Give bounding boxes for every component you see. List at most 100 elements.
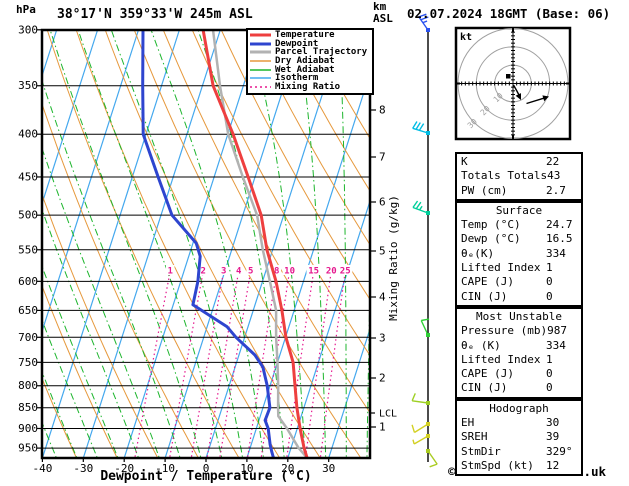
mixing-ratio-label: 4	[236, 267, 242, 277]
legend-swatch-mixing-ratio	[250, 83, 271, 91]
metric-label: SREH	[461, 430, 546, 444]
mixing-ratio-label: 15	[308, 267, 319, 277]
metric-value: 329°	[546, 445, 573, 459]
pressure-tick-label: 450	[18, 170, 38, 183]
legend-item: Mixing Ratio	[250, 83, 372, 92]
metric-value: 24.7	[546, 218, 573, 232]
temp-tick-label: -30	[73, 462, 93, 475]
pressure-tick-label: 700	[18, 331, 38, 344]
table-section-title: Surface	[457, 204, 581, 218]
indices-table-surface: SurfaceTemp (°C)24.7Dewp (°C)16.5θₑ(K)33…	[455, 201, 583, 307]
page-title: 38°17'N 359°33'W 245m ASL	[57, 7, 253, 22]
table-row: Temp (°C)24.7	[457, 218, 581, 232]
table-row: CIN (J)0	[457, 381, 581, 395]
wet-adiabat-line	[0, 30, 19, 467]
metric-value: 987	[547, 324, 567, 338]
metric-value: 2.7	[546, 184, 566, 198]
pressure-tick-label: 600	[18, 275, 38, 288]
km-tick-label: 2	[379, 372, 386, 385]
pressure-tick-label: 500	[18, 209, 38, 222]
wet-adiabat-line	[198, 30, 285, 467]
metric-value: 43	[547, 169, 560, 183]
legend-swatch-wet-adiabat	[250, 66, 271, 74]
mixing-ratio-line	[134, 272, 170, 461]
metric-value: 12	[546, 459, 559, 473]
legend-swatch-isotherm	[250, 74, 271, 82]
table-row: CAPE (J)0	[457, 275, 581, 289]
metric-value: 0	[546, 275, 553, 289]
pressure-tick-label: 750	[18, 356, 38, 369]
hodograph-unit-label: kt	[460, 32, 472, 43]
pressure-tick-label: 400	[18, 128, 38, 141]
metric-label: Pressure (mb)	[461, 324, 547, 338]
altitude-axis-unit: kmASL	[373, 1, 393, 25]
dry-adiabat-line	[18, 30, 198, 458]
indices-table-most-unstable: Most UnstablePressure (mb)987θₑ (K)334Li…	[455, 307, 583, 399]
table-row: EH30	[457, 416, 581, 430]
skewt-screen: 1234581015202530035040045050055060065070…	[0, 0, 629, 486]
metric-value: 39	[546, 430, 559, 444]
table-row: Lifted Index1	[457, 261, 581, 275]
pressure-tick-label: 800	[18, 379, 38, 392]
metric-value: 334	[546, 247, 566, 261]
legend-label: Dry Adiabat	[275, 57, 335, 65]
pressure-tick-label: 900	[18, 422, 38, 435]
metric-label: PW (cm)	[461, 184, 546, 198]
table-row: PW (cm)2.7	[457, 184, 581, 198]
table-row: SREH39	[457, 430, 581, 444]
metric-label: CAPE (J)	[461, 275, 546, 289]
km-tick-label: 3	[379, 332, 386, 345]
legend-label: Mixing Ratio	[275, 83, 340, 91]
table-row: θₑ (K)334	[457, 339, 581, 353]
mixing-ratio-label: 10	[284, 267, 295, 277]
storm-motion-marker	[506, 74, 511, 79]
pressure-tick-label: 950	[18, 442, 38, 455]
table-row: Pressure (mb)987	[457, 324, 581, 338]
table-row: Dewp (°C)16.5	[457, 232, 581, 246]
temp-tick-label: -40	[32, 462, 52, 475]
table-row: Totals Totals43	[457, 169, 581, 183]
metric-label: StmDir	[461, 445, 546, 459]
mixing-ratio-label: 25	[340, 267, 351, 277]
metric-value: 0	[546, 290, 553, 304]
table-row: StmDir329°	[457, 445, 581, 459]
mixing-ratio-axis-title: Mixing Ratio (g/kg)	[387, 195, 400, 321]
metric-value: 1	[546, 261, 553, 275]
x-axis-title: Dewpoint / Temperature (°C)	[100, 469, 311, 484]
table-row: CAPE (J)0	[457, 367, 581, 381]
lcl-label: LCL	[379, 409, 397, 420]
km-tick-label: 1	[379, 421, 386, 434]
mixing-ratio-label: 3	[221, 267, 226, 277]
mixing-ratio-label: 20	[326, 267, 337, 277]
mixing-ratio-label: 2	[201, 267, 206, 277]
pressure-tick-label: 350	[18, 79, 38, 92]
indices-table-hodograph: HodographEH30SREH39StmDir329°StmSpd (kt)…	[455, 399, 583, 477]
mixing-ratio-label: 1	[168, 267, 173, 277]
metric-label: Totals Totals	[461, 169, 547, 183]
metric-value: 0	[546, 381, 553, 395]
legend-swatch-temperature	[250, 31, 271, 39]
metric-label: Temp (°C)	[461, 218, 546, 232]
metric-value: 22	[546, 155, 559, 169]
hodograph: kt102030	[456, 28, 570, 139]
metric-label: StmSpd (kt)	[461, 459, 546, 473]
table-row: K22	[457, 155, 581, 169]
mixing-ratio-line	[207, 272, 239, 461]
metric-label: θₑ (K)	[461, 339, 546, 353]
datetime-label: 02.07.2024 18GMT (Base: 06)	[407, 6, 610, 21]
metric-value: 30	[546, 416, 559, 430]
pressure-tick-label: 850	[18, 401, 38, 414]
mixing-ratio-label: 5	[248, 267, 253, 277]
table-row: StmSpd (kt)12	[457, 459, 581, 473]
table-row: CIN (J)0	[457, 290, 581, 304]
chart-legend: TemperatureDewpointParcel TrajectoryDry …	[246, 28, 374, 95]
table-row: Lifted Index1	[457, 353, 581, 367]
km-tick-label: 4	[379, 291, 386, 304]
table-row: θₑ(K)334	[457, 247, 581, 261]
wind-barb-column	[412, 14, 437, 467]
dry-adiabat-line	[0, 30, 76, 458]
temp-tick-label: 30	[322, 462, 335, 475]
km-tick-label: 6	[379, 196, 386, 209]
wet-adiabat-line	[50, 30, 203, 467]
metric-value: 0	[546, 367, 553, 381]
